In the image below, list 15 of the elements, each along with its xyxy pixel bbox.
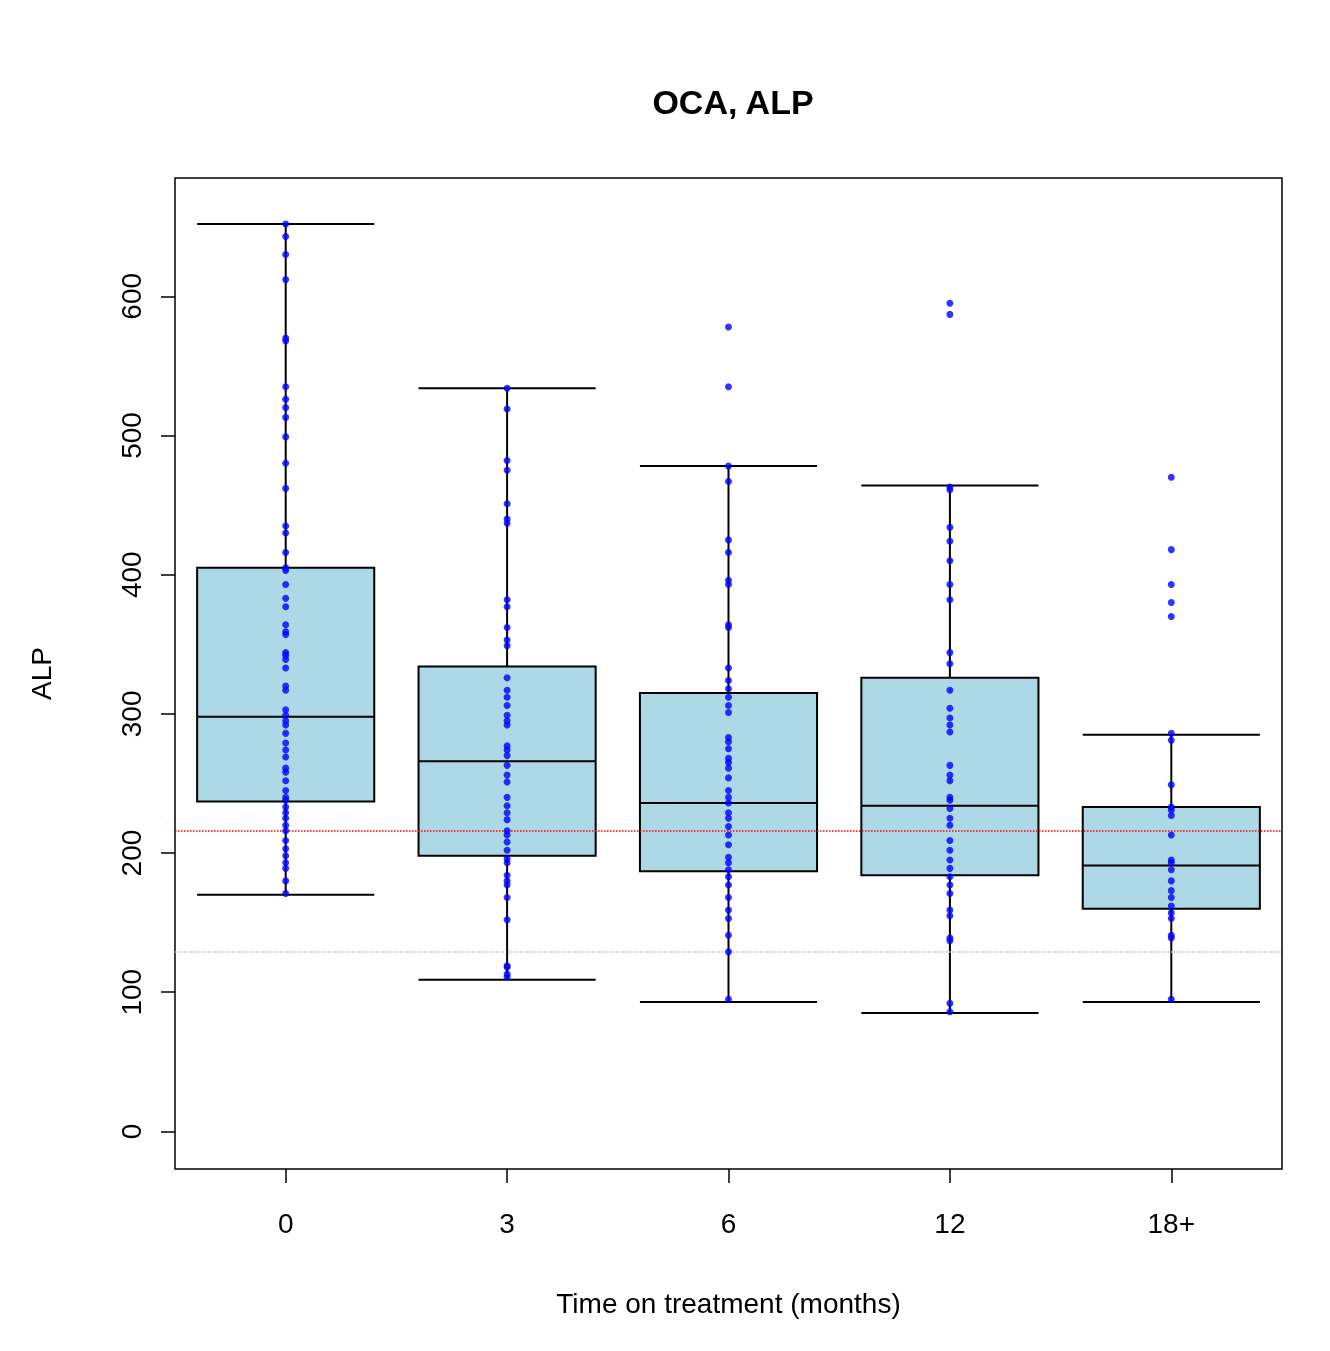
x-tick-label: 18+	[1147, 1207, 1196, 1239]
y-tick-label: 200	[115, 829, 147, 877]
y-tick-label: 300	[115, 690, 147, 738]
y-tick-label: 400	[115, 551, 147, 599]
chart-title: OCA, ALP	[652, 83, 814, 121]
x-tick-label: 6	[720, 1207, 737, 1239]
y-axis-title: ALP	[25, 647, 57, 700]
x-tick-label: 0	[277, 1207, 294, 1239]
y-tick-label: 500	[115, 412, 147, 459]
y-tick-label: 0	[115, 1123, 147, 1140]
x-tick-label: 3	[499, 1207, 515, 1239]
y-tick-label: 600	[115, 272, 147, 320]
x-tick-label: 12	[934, 1207, 966, 1239]
y-tick-label: 100	[115, 968, 147, 1016]
x-axis-title: Time on treatment (months)	[556, 1287, 901, 1319]
